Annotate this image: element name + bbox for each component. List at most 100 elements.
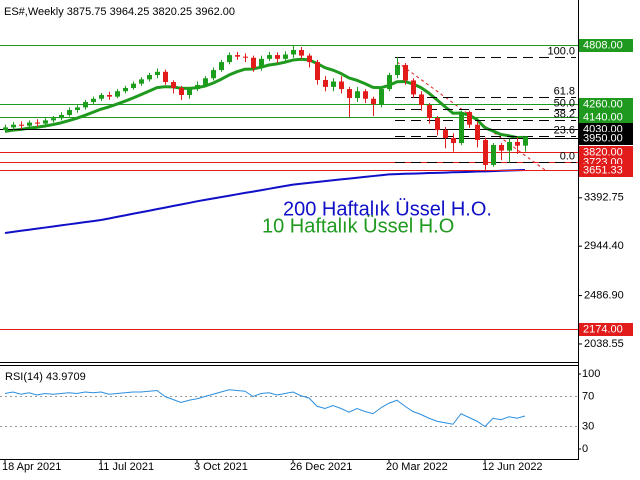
x-tick-label: 3 Oct 2021 (194, 461, 248, 473)
level-label: 3651.33 (583, 164, 623, 176)
candle-body (251, 57, 256, 69)
candle-body (387, 75, 392, 90)
candle-body (507, 141, 512, 151)
candle-body (51, 118, 56, 121)
y-tick-label: 2038.55 (584, 338, 624, 350)
candle-body (315, 62, 320, 80)
candle-body (107, 95, 112, 97)
candle-body (35, 122, 40, 124)
candle-body (211, 70, 216, 79)
fib-label: 23.6 (554, 124, 575, 136)
chart-title: ES#,Weekly 3875.75 3964.25 3820.25 3962.… (4, 6, 235, 18)
candle-body (203, 78, 208, 85)
fib-label: 0.0 (560, 150, 575, 162)
candle-body (483, 140, 488, 165)
level-label-box (579, 111, 633, 124)
candle-body (307, 55, 312, 63)
candle-body (443, 130, 448, 138)
candle-body (59, 114, 64, 119)
candle-body (195, 84, 200, 90)
candle-body (275, 55, 280, 59)
candle-body (467, 112, 472, 125)
candle-body (11, 124, 16, 128)
candle-body (491, 144, 496, 165)
level-label: 4260.00 (583, 98, 623, 110)
candle-body (75, 107, 80, 111)
candle-body (339, 81, 344, 90)
level-label-box (579, 146, 633, 159)
candle-body (27, 122, 32, 126)
y-tick-label: 2944.40 (584, 240, 624, 252)
candle-body (411, 80, 416, 95)
candle-body (83, 102, 88, 108)
candle-body (43, 120, 48, 124)
candle-body (227, 55, 232, 63)
candle-body (331, 81, 336, 87)
candle-body (283, 54, 288, 59)
candle-body (147, 75, 152, 80)
candle-body (451, 137, 456, 144)
y-tick-label: 30 (582, 420, 594, 432)
candle-body (131, 83, 136, 88)
candle-body (323, 79, 328, 87)
x-tick-label: 18 Apr 2021 (2, 461, 61, 473)
candle-body (347, 89, 352, 99)
candle-body (123, 87, 128, 92)
candle-body (515, 141, 520, 146)
rsi-title: RSI(14) 43.9709 (5, 371, 86, 383)
candle-body (395, 64, 400, 76)
candle-body (371, 98, 376, 105)
x-tick-label: 11 Jul 2021 (98, 461, 154, 473)
candle-body (363, 91, 368, 99)
fib-label: 61.8 (554, 85, 575, 97)
candle-body (171, 82, 176, 88)
level-label: 4808.00 (583, 39, 623, 51)
annotation: 200 Haftalık Üssel H.O. (283, 198, 492, 220)
y-tick-label: 2486.90 (584, 289, 624, 301)
annotation: 10 Haftalık Üssel H.O (262, 215, 454, 237)
fib-label: 100.0 (547, 45, 575, 57)
candle-body (115, 91, 120, 97)
y-tick-label: 0 (582, 443, 588, 455)
candle-body (499, 144, 504, 151)
ema-line (4, 57, 526, 140)
x-tick-label: 26 Dec 2021 (290, 461, 352, 473)
candle-body (419, 94, 424, 106)
y-tick-label: 70 (582, 390, 594, 402)
candle-body (163, 71, 168, 83)
fib-label: 50.0 (554, 97, 575, 109)
candle-body (235, 55, 240, 57)
candle-body (243, 56, 248, 58)
candle-body (91, 98, 96, 103)
candle-body (291, 49, 296, 55)
candle-body (139, 79, 144, 84)
candle-body (3, 127, 8, 131)
candle-body (403, 64, 408, 81)
level-label-box (579, 132, 633, 145)
candle-body (19, 124, 24, 126)
y-tick-label: 3392.75 (584, 192, 624, 204)
rsi-line (4, 389, 526, 428)
level-label: 4140.00 (583, 111, 623, 123)
candle-body (459, 112, 464, 144)
candle-body (523, 136, 528, 146)
candle-body (475, 124, 480, 141)
candle-body (155, 71, 160, 76)
candle-body (219, 62, 224, 71)
ema-line (4, 169, 526, 234)
candle-body (355, 91, 360, 99)
candle-body (299, 49, 304, 56)
fib-label: 38.2 (554, 108, 575, 120)
y-tick-label: 100 (582, 368, 600, 380)
candle-body (427, 105, 432, 118)
level-label-box (579, 39, 633, 52)
candle-body (435, 117, 440, 131)
candle-body (179, 87, 184, 96)
level-label-box (579, 98, 633, 111)
level-label: 3820.00 (583, 146, 623, 158)
x-tick-label: 12 Jun 2022 (482, 461, 543, 473)
x-tick-label: 20 Mar 2022 (386, 461, 448, 473)
